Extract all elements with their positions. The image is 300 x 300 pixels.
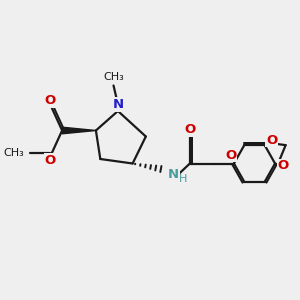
Text: CH₃: CH₃ [4,148,25,158]
Polygon shape [62,127,96,134]
Text: O: O [266,134,277,147]
Text: O: O [278,159,289,172]
Text: O: O [225,148,237,162]
Text: O: O [184,123,196,136]
Text: N: N [168,167,179,181]
Text: O: O [44,94,55,107]
Text: N: N [112,98,124,111]
Text: CH₃: CH₃ [103,72,124,82]
Text: O: O [45,154,56,167]
Text: H: H [179,174,187,184]
